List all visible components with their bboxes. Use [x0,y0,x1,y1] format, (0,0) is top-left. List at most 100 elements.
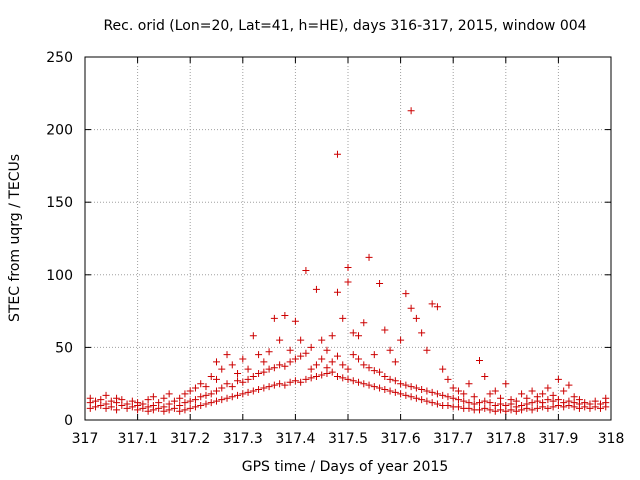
data-point [454,387,462,395]
data-point [565,397,573,405]
data-point [223,380,231,388]
data-point [386,387,394,395]
data-point [102,400,110,408]
data-point [560,399,568,407]
data-point [370,383,378,391]
data-point [465,399,473,407]
data-point [228,383,236,391]
data-point [470,400,478,408]
data-point [102,391,110,399]
data-point [191,396,199,404]
data-point [386,346,394,354]
data-point [234,370,242,378]
data-point [318,371,326,379]
data-point [134,399,142,407]
data-point [207,390,215,398]
data-point [454,403,462,411]
data-point [444,393,452,401]
data-point [234,391,242,399]
data-point [418,329,426,337]
data-point [207,372,215,380]
data-point [581,399,589,407]
data-point [486,406,494,414]
data-point [365,253,373,261]
data-point [312,285,320,293]
data-point [186,397,194,405]
data-point [544,384,552,392]
data-point [460,397,468,405]
data-point [486,399,494,407]
data-point [234,377,242,385]
data-point [202,383,210,391]
data-point [181,390,189,398]
data-point [113,406,121,414]
x-tick-label: 317.3 [223,431,263,447]
data-point [191,384,199,392]
data-point [265,348,273,356]
data-point [213,358,220,366]
data-point [491,401,499,409]
data-point [507,396,515,404]
data-point [86,394,94,402]
data-point [170,404,178,412]
data-point [497,394,505,402]
data-point [297,378,305,386]
data-point [128,397,136,405]
data-point [270,314,278,322]
data-point [428,399,436,407]
data-point [97,396,105,404]
y-axis-tick-labels: 0 50 100 150 200 250 [46,50,73,429]
data-point [565,381,573,389]
data-point [370,351,378,359]
data-point [397,390,405,398]
data-point [255,386,263,394]
data-point [407,383,415,391]
data-point [402,290,410,298]
data-point [155,399,163,407]
chart-title: Rec. orid (Lon=20, Lat=41, h=HE), days 3… [103,18,586,34]
y-tick-label: 0 [64,413,73,429]
data-point [170,397,178,405]
data-point [407,107,415,115]
data-point [176,394,184,402]
data-point [191,403,199,411]
data-point [286,358,294,366]
data-point [381,326,389,334]
data-point [554,375,562,383]
data-point [575,396,583,404]
data-point [528,387,536,395]
data-point [244,388,252,396]
data-point [533,404,541,412]
data-point [249,332,257,340]
data-point [239,355,247,363]
data-point [365,381,373,389]
data-point [539,399,547,407]
x-tick-label: 317.9 [538,431,578,447]
data-point [228,361,236,369]
data-point [249,387,257,395]
data-point [339,314,347,322]
data-point [197,401,205,409]
data-point [239,378,247,386]
data-point [202,400,210,408]
data-point [144,403,152,411]
data-point [433,303,441,311]
y-tick-label: 100 [46,268,73,284]
data-point [307,343,315,351]
data-point [149,393,157,401]
data-point [165,390,173,398]
x-axis-tick-labels: 317 317.1 317.2 317.3 317.4 317.5 317.6 317.7 31… [72,431,625,447]
data-point [333,288,341,296]
data-point [333,372,341,380]
data-point [328,368,336,376]
data-point [297,336,305,344]
x-tick-label: 317.8 [486,431,526,447]
data-point [339,374,347,382]
data-point [302,266,310,274]
data-point [181,406,189,414]
data-point [360,319,368,327]
data-point [160,394,168,402]
data-point [386,375,394,383]
data-point [381,372,389,380]
data-point [328,332,336,340]
